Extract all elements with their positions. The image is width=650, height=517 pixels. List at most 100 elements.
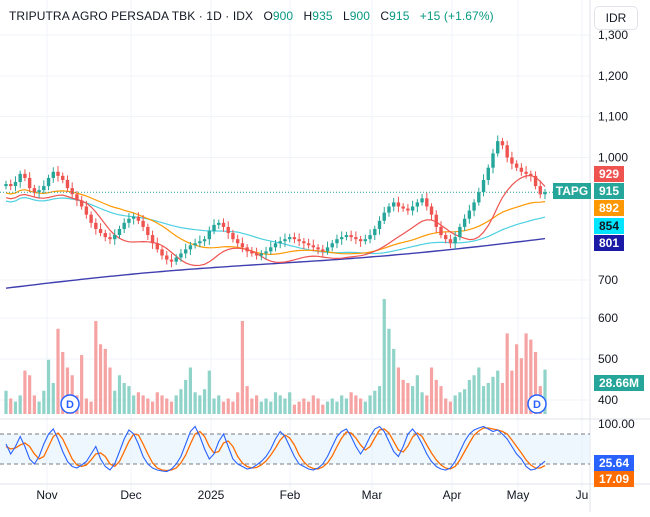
volume-bar — [269, 401, 273, 414]
volume-bar — [354, 395, 358, 414]
candle-body — [193, 243, 197, 246]
stoch-k-line — [5, 425, 546, 473]
volume-bar — [117, 375, 122, 414]
volume-bar — [359, 398, 363, 414]
volume-bar — [377, 386, 382, 414]
candle-body — [235, 239, 240, 244]
candle-body — [420, 198, 424, 203]
volume-bar — [113, 390, 117, 414]
candle-body — [141, 220, 145, 227]
volume-bar — [174, 395, 178, 414]
ma-orange-badge-bg — [594, 200, 624, 216]
candle-body — [146, 226, 150, 236]
candle-body — [387, 206, 391, 213]
volume-bar — [89, 401, 93, 414]
last-price-badge: 915 — [599, 184, 619, 198]
volume-bar — [221, 401, 226, 414]
stoch-y-tick: 100.00 — [598, 417, 635, 431]
candle-body — [79, 200, 84, 207]
volume-bar — [98, 344, 103, 414]
candle-body — [136, 216, 141, 221]
volume-bar — [311, 395, 315, 414]
volume-bar — [155, 392, 159, 414]
candle-body — [70, 188, 74, 195]
candle-body — [254, 253, 259, 256]
candle-body — [221, 222, 226, 227]
candle-body — [458, 226, 462, 238]
candle-body — [533, 175, 538, 187]
volume-bar — [32, 395, 36, 414]
candle-body — [174, 257, 178, 262]
candle-body — [75, 194, 79, 201]
dividend-marker-label: D — [533, 399, 541, 411]
volume-bar — [240, 321, 245, 414]
volume-bar — [65, 367, 70, 414]
volume-bar — [434, 379, 438, 414]
low-value: 900 — [349, 9, 371, 23]
volume-bar — [543, 369, 547, 414]
volume-bar — [80, 355, 84, 414]
candle-body — [434, 214, 438, 227]
candle-body — [311, 245, 316, 248]
volume-bar — [245, 386, 249, 414]
volume-bar — [463, 389, 467, 414]
candle-body — [117, 228, 122, 236]
volume-bar — [193, 392, 197, 414]
x-tick-label: Feb — [280, 488, 301, 502]
candle-body — [529, 173, 533, 176]
high-label: H — [303, 9, 313, 23]
candle-body — [160, 249, 164, 256]
volume-bar — [510, 370, 514, 414]
ma-indigo-badge: 801 — [599, 236, 619, 250]
candle-body — [183, 249, 188, 254]
y-tick-label: 1,200 — [598, 69, 628, 83]
candle-body — [212, 224, 216, 231]
volume-bar — [132, 395, 136, 414]
candle-body — [481, 179, 486, 193]
volume-bar — [349, 392, 353, 414]
volume-bar — [458, 392, 462, 414]
dividend-marker[interactable] — [527, 394, 547, 414]
y-tick-label: 1,000 — [598, 151, 628, 165]
volume-bar — [392, 348, 396, 414]
candle-body — [202, 239, 207, 242]
candle-body — [297, 239, 301, 242]
ma-cyan-badge-bg — [594, 218, 624, 234]
candle-body — [150, 235, 155, 244]
candle-body — [491, 153, 495, 168]
volume-bar — [217, 395, 221, 414]
volume-bar — [169, 401, 174, 414]
volume-bar — [316, 398, 320, 414]
candle-body — [84, 206, 89, 215]
candle-body — [377, 220, 382, 229]
volume-bar — [146, 398, 150, 414]
volume-bar — [330, 398, 334, 414]
candle-body — [358, 239, 363, 242]
volume-bar — [406, 383, 410, 414]
volume-bar — [529, 339, 533, 414]
volume-bar — [283, 398, 287, 414]
y-tick-label: 500 — [598, 352, 618, 366]
candle-body — [37, 190, 41, 193]
candle-body — [165, 255, 169, 260]
volume-bar — [226, 398, 230, 414]
volume-bar — [188, 367, 192, 414]
currency-button[interactable]: IDR — [594, 6, 638, 30]
candle-body — [283, 239, 287, 242]
volume-bar — [439, 386, 443, 414]
candle-body — [113, 235, 117, 240]
stoch-d-line — [5, 427, 546, 472]
volume-bar — [84, 398, 88, 414]
dividend-marker[interactable] — [60, 394, 80, 414]
candle-body — [363, 239, 368, 242]
symbol-name: TRIPUTRA AGRO PERSADA TBK — [9, 9, 196, 23]
close-label: C — [380, 9, 390, 23]
candle-body — [231, 233, 235, 240]
volume-bar — [373, 390, 377, 414]
stoch-k-badge: 25.64 — [599, 456, 629, 470]
exchange-label: IDX — [232, 9, 254, 23]
volume-bar — [61, 352, 65, 414]
candle-body — [108, 237, 112, 240]
